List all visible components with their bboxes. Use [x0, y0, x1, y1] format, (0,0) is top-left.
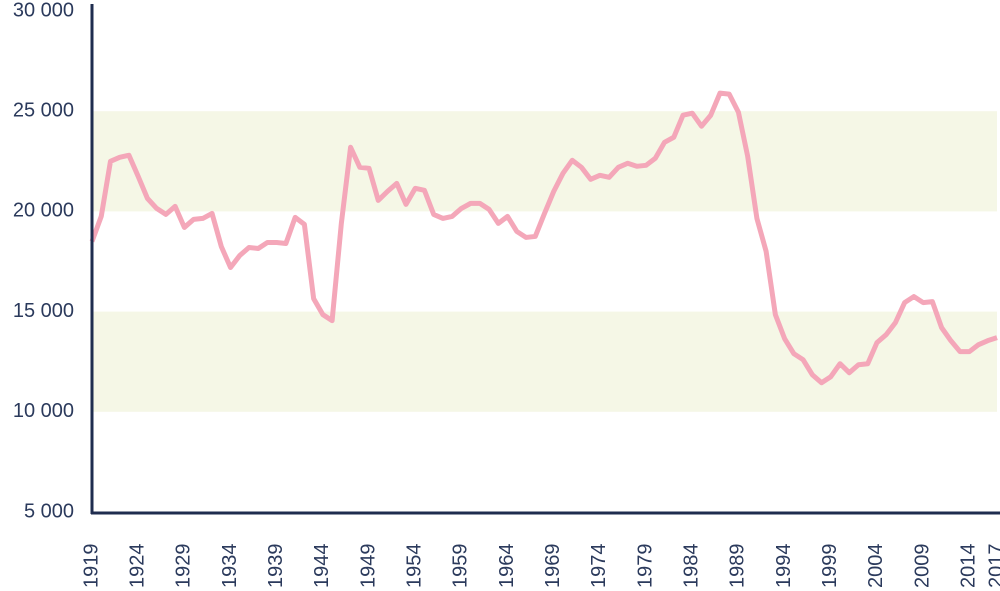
- band: [92, 311, 997, 412]
- x-tick-label: 2014: [958, 544, 980, 589]
- x-tick-label: 1924: [126, 544, 148, 589]
- x-tick-label: 1934: [219, 544, 241, 589]
- y-tick-label: 25 000: [13, 99, 74, 121]
- x-tick-label: 1984: [681, 544, 703, 589]
- x-tick-label: 2004: [865, 544, 887, 589]
- x-tick-label: 1954: [403, 544, 425, 589]
- x-tick-label: 1999: [819, 544, 841, 589]
- y-tick-label: 5 000: [24, 500, 74, 522]
- y-tick-label: 15 000: [13, 300, 74, 322]
- x-tick-label: 1974: [588, 544, 610, 589]
- x-tick-label: 1979: [634, 544, 656, 589]
- band: [92, 111, 997, 212]
- y-tick-label: 20 000: [13, 200, 74, 222]
- x-tick-label: 1994: [773, 544, 795, 589]
- x-tick-label: 1919: [80, 544, 102, 589]
- x-tick-label: 1939: [265, 544, 287, 589]
- x-tick-label: 1929: [173, 544, 195, 589]
- x-tick-label: 2009: [911, 544, 933, 589]
- x-tick-label: 2017: [985, 544, 1000, 589]
- x-tick-label: 1969: [542, 544, 564, 589]
- x-tick-label: 1959: [450, 544, 472, 589]
- x-tick-label: 1944: [311, 544, 333, 589]
- y-tick-label: 10 000: [13, 400, 74, 422]
- x-tick-label: 1949: [357, 544, 379, 589]
- x-tick-label: 1964: [496, 544, 518, 589]
- x-tick-label: 1989: [727, 544, 749, 589]
- line: [89, 90, 998, 386]
- y-tick-label: 30 000: [13, 0, 74, 21]
